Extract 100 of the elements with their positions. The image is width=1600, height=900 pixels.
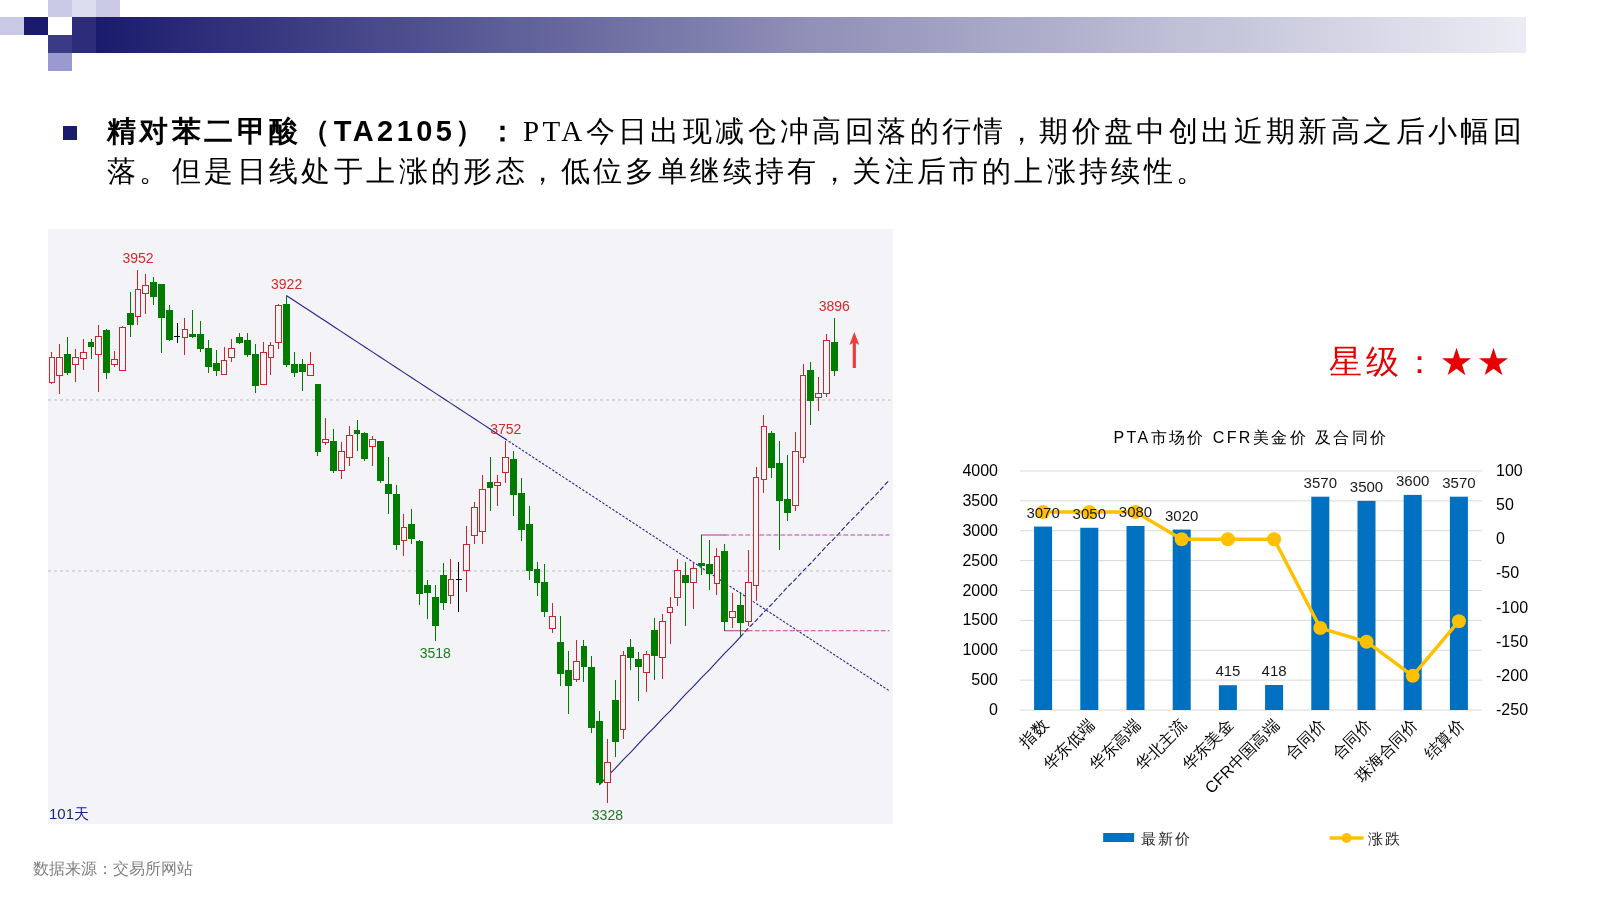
bar bbox=[1126, 525, 1145, 710]
annotation: 3328 bbox=[591, 807, 624, 824]
candlestick bbox=[306, 351, 314, 376]
bar bbox=[1080, 527, 1099, 710]
candlestick bbox=[384, 456, 392, 515]
candlestick bbox=[635, 651, 643, 702]
data-label: 3570 bbox=[1303, 473, 1337, 491]
y-tick-label: 2000 bbox=[962, 581, 999, 599]
candlestick bbox=[721, 543, 729, 632]
x-tick-label: 指数 bbox=[1015, 716, 1052, 752]
point bbox=[1174, 532, 1189, 547]
candlestick bbox=[377, 441, 384, 484]
legend-label: 涨跌 bbox=[1367, 831, 1402, 847]
y-tick-label: 4000 bbox=[962, 462, 999, 479]
candlestick bbox=[181, 317, 189, 356]
candlestick bbox=[650, 617, 658, 681]
candlestick bbox=[463, 525, 470, 593]
candlestick bbox=[95, 324, 103, 393]
candlestick bbox=[314, 384, 322, 457]
candlestick bbox=[392, 484, 400, 551]
point bbox=[1359, 634, 1374, 649]
y-tick-label: 3500 bbox=[962, 491, 999, 509]
x-tick-label: 结算价 bbox=[1421, 716, 1468, 763]
point bbox=[1313, 621, 1328, 636]
annotation: 3922 bbox=[271, 275, 303, 292]
candlestick bbox=[619, 650, 627, 740]
candlestick bbox=[400, 513, 408, 557]
candlestick bbox=[369, 435, 377, 467]
y2-tick-label: -50 bbox=[1496, 564, 1520, 582]
candlestick bbox=[549, 602, 557, 634]
data-label: 418 bbox=[1261, 662, 1287, 680]
annotation: 3518 bbox=[419, 645, 452, 662]
candlestick bbox=[580, 639, 588, 683]
annotation: 3896 bbox=[818, 297, 851, 314]
y2-tick-label: -100 bbox=[1496, 598, 1529, 616]
candlestick bbox=[666, 596, 674, 645]
annotation: 3952 bbox=[122, 250, 154, 267]
candlestick bbox=[64, 336, 71, 376]
candlestick bbox=[737, 591, 744, 637]
candlestick bbox=[330, 428, 337, 474]
candlestick bbox=[103, 328, 111, 380]
y-tick-label: 1000 bbox=[962, 641, 999, 659]
y2-tick-label: -150 bbox=[1496, 632, 1529, 650]
candlestick bbox=[228, 338, 236, 363]
bar bbox=[1034, 526, 1053, 710]
y2-tick-label: 50 bbox=[1496, 496, 1514, 514]
candlestick bbox=[408, 508, 416, 545]
bar bbox=[1311, 496, 1330, 710]
candlestick bbox=[87, 338, 95, 360]
candlestick bbox=[126, 291, 134, 338]
bar bbox=[1218, 685, 1237, 710]
source-note: 数据来源：交易所网站 bbox=[33, 860, 193, 877]
candlestick bbox=[604, 738, 611, 804]
candlestick bbox=[494, 474, 502, 507]
candlestick bbox=[690, 561, 697, 610]
y-tick-label: 1500 bbox=[962, 611, 999, 629]
point bbox=[1451, 614, 1466, 629]
candlestick bbox=[658, 613, 666, 680]
candlestick bbox=[674, 558, 682, 607]
annotation: 101天 bbox=[49, 805, 90, 822]
bar bbox=[1172, 529, 1191, 710]
candlestick bbox=[486, 456, 494, 512]
y-tick-label: 3000 bbox=[962, 521, 999, 539]
candlestick bbox=[173, 322, 181, 344]
candlestick bbox=[611, 679, 619, 758]
y-tick-label: 500 bbox=[971, 671, 999, 689]
chart-title: 精对苯二甲酸（TA2105）： bbox=[106, 115, 521, 147]
candlestick bbox=[627, 638, 635, 671]
candlestick bbox=[502, 440, 510, 484]
candlestick bbox=[275, 303, 283, 350]
x-tick-label: 合同价 bbox=[1282, 716, 1329, 763]
candlestick bbox=[729, 592, 736, 629]
legend-label: 最新价 bbox=[1141, 831, 1193, 847]
y2-tick-label: 100 bbox=[1496, 462, 1523, 479]
candlestick bbox=[447, 558, 455, 605]
bar bbox=[1403, 494, 1422, 710]
point bbox=[1220, 532, 1235, 547]
y2-tick-label: -200 bbox=[1496, 666, 1529, 684]
candlestick bbox=[322, 417, 330, 446]
data-label: 415 bbox=[1215, 662, 1241, 680]
candlestick bbox=[220, 346, 228, 376]
data-label: 3570 bbox=[1442, 473, 1476, 491]
candlestick bbox=[830, 317, 838, 377]
point bbox=[1405, 668, 1420, 683]
text: 星级：★★ bbox=[1329, 344, 1514, 380]
candlestick bbox=[643, 650, 650, 693]
y2-tick-label: -250 bbox=[1496, 701, 1529, 718]
candlestick bbox=[807, 361, 815, 426]
y-tick-label: 2500 bbox=[962, 551, 999, 569]
bar bbox=[1265, 685, 1284, 710]
candlestick bbox=[572, 639, 580, 683]
bar bbox=[1357, 500, 1376, 710]
data-label: 3020 bbox=[1165, 506, 1199, 524]
annotation: 3752 bbox=[490, 421, 522, 438]
candlestick bbox=[455, 561, 463, 613]
point bbox=[1267, 532, 1282, 547]
y-tick-label: 0 bbox=[989, 701, 999, 718]
data-label: 3500 bbox=[1349, 477, 1384, 495]
data-label: 3600 bbox=[1396, 471, 1430, 489]
bar bbox=[1449, 496, 1468, 710]
